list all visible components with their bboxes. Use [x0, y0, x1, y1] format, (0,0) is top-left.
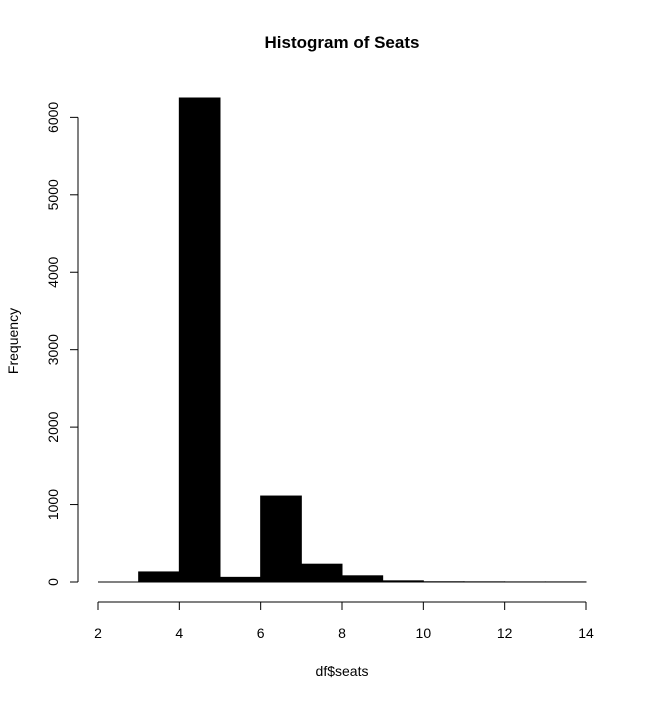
- y-tick-label: 0: [45, 578, 61, 586]
- bars-layer: [98, 98, 586, 582]
- histogram-bar: [139, 572, 180, 582]
- histogram-bar: [220, 577, 261, 582]
- y-tick-label: 4000: [45, 256, 61, 287]
- x-tick-label: 4: [175, 625, 183, 641]
- x-tick-label: 8: [338, 625, 346, 641]
- y-axis-label: Frequency: [5, 308, 21, 374]
- y-tick-label: 1000: [45, 489, 61, 520]
- chart-title: Histogram of Seats: [265, 33, 420, 52]
- histogram-bar: [301, 564, 342, 582]
- x-tick-label: 10: [416, 625, 432, 641]
- histogram-bar: [342, 576, 383, 582]
- histogram-bar: [261, 496, 302, 582]
- y-tick-label: 2000: [45, 411, 61, 442]
- x-axis-label: df$seats: [316, 663, 369, 679]
- x-tick-label: 6: [257, 625, 265, 641]
- x-tick-label: 14: [578, 625, 594, 641]
- y-tick-label: 6000: [45, 102, 61, 133]
- y-axis: 0 1000 2000 3000 4000 5000 6000: [45, 102, 78, 586]
- x-axis: 2 4 6 8 10 12 14: [94, 602, 594, 641]
- y-tick-label: 3000: [45, 334, 61, 365]
- x-tick-label: 12: [497, 625, 513, 641]
- x-tick-label: 2: [94, 625, 102, 641]
- y-tick-label: 5000: [45, 179, 61, 210]
- histogram-bar: [179, 98, 220, 582]
